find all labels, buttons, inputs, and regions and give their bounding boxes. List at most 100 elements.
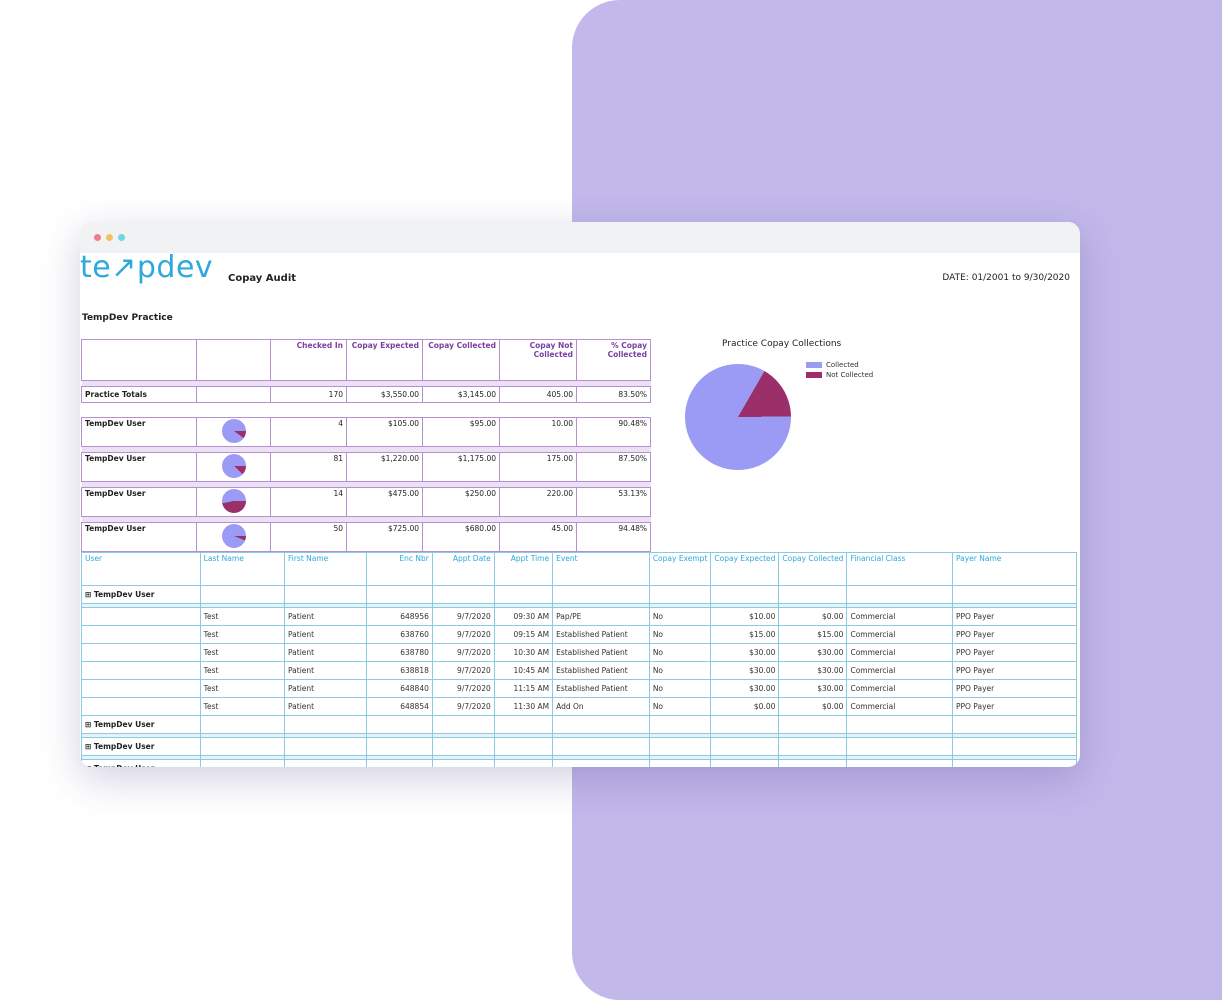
detail-cell: Established Patient	[552, 661, 650, 680]
detail-header[interactable]: First Name	[283, 552, 367, 586]
expand-toggle-icon[interactable]: ⊞	[85, 742, 94, 751]
detail-header-row: User Last Name First Name Enc Nbr Appt Date A…	[81, 552, 1078, 586]
detail-cell: 9/7/2020	[431, 697, 495, 716]
detail-header[interactable]: Appt Date	[431, 552, 495, 586]
expand-toggle-icon[interactable]: ⊞	[85, 720, 94, 729]
report-content: te↗pdev Copay Audit DATE: 01/2001 to 9/3…	[80, 250, 1080, 767]
user-pct: 90.48%	[576, 417, 651, 447]
user-summary-row[interactable]: TempDev User 81 $1,220.00 $1,175.00 175.…	[81, 452, 651, 482]
user-expected: $105.00	[346, 417, 423, 447]
detail-cell: No	[648, 607, 712, 626]
detail-cell: 648956	[365, 607, 433, 626]
practice-name: TempDev Practice	[82, 313, 173, 323]
detail-row[interactable]: Test Patient 648854 9/7/2020 11:30 AM Add On N…	[81, 697, 1078, 716]
maximize-dot-icon[interactable]	[118, 234, 125, 241]
user-checked-in: 4	[270, 417, 347, 447]
user-name: TempDev User	[81, 487, 197, 517]
detail-row[interactable]: Test Patient 638780 9/7/2020 10:30 AM Establi…	[81, 643, 1078, 662]
detail-header[interactable]: Event	[552, 552, 650, 586]
detail-cell: $0.00	[778, 697, 848, 716]
expand-toggle-icon[interactable]: ⊞	[85, 764, 94, 767]
detail-cell: Commercial	[846, 697, 953, 716]
detail-header[interactable]: Financial Class	[846, 552, 953, 586]
summary-header: Checked In	[270, 339, 347, 381]
detail-cell: 9/7/2020	[431, 625, 495, 644]
user-mini-pie	[221, 419, 246, 443]
detail-row[interactable]: Test Patient 638818 9/7/2020 10:45 AM Establi…	[81, 661, 1078, 680]
practice-totals-row: Practice Totals 170 $3,550.00 $3,145.00 …	[81, 386, 651, 403]
detail-table: User Last Name First Name Enc Nbr Appt Date A…	[81, 552, 1078, 767]
detail-cell: $30.00	[778, 661, 848, 680]
detail-header[interactable]: User	[81, 552, 201, 586]
detail-cell: Test	[199, 625, 285, 644]
detail-row[interactable]: Test Patient 648956 9/7/2020 09:30 AM Pap/PE N…	[81, 607, 1078, 626]
detail-cell: 11:15 AM	[493, 679, 554, 698]
user-expected: $475.00	[346, 487, 423, 517]
legend-swatch-collected	[806, 362, 822, 368]
summary-header-row: Checked In Copay Expected Copay Collecte…	[81, 339, 651, 381]
window-titlebar	[80, 222, 1080, 253]
detail-cell: Patient	[283, 643, 367, 662]
detail-cell: PPO Payer	[951, 679, 1078, 698]
user-checked-in: 50	[270, 522, 347, 552]
detail-cell: $0.00	[710, 697, 780, 716]
user-summary-row[interactable]: TempDev User 50 $725.00 $680.00 45.00 94…	[81, 522, 651, 552]
detail-header[interactable]: Appt Time	[493, 552, 554, 586]
detail-cell: PPO Payer	[951, 607, 1078, 626]
user-not-collected: 10.00	[499, 417, 577, 447]
detail-cell: Commercial	[846, 607, 953, 626]
summary-header: Copay Not Collected	[499, 339, 577, 381]
detail-header[interactable]: Copay Collected	[778, 552, 848, 586]
close-dot-icon[interactable]	[94, 234, 101, 241]
detail-cell: PPO Payer	[951, 697, 1078, 716]
detail-row[interactable]: Test Patient 648840 9/7/2020 11:15 AM Establi…	[81, 679, 1078, 698]
totals-label: Practice Totals	[81, 386, 197, 403]
detail-header[interactable]: Last Name	[199, 552, 285, 586]
detail-cell: Add On	[552, 697, 650, 716]
report-title: Copay Audit	[228, 273, 297, 284]
detail-cell: 648854	[365, 697, 433, 716]
user-pct: 94.48%	[576, 522, 651, 552]
user-name: TempDev User	[81, 452, 197, 482]
detail-header[interactable]: Payer Name	[951, 552, 1078, 586]
user-checked-in: 14	[270, 487, 347, 517]
detail-cell: 9/7/2020	[431, 643, 495, 662]
detail-cell: $0.00	[778, 607, 848, 626]
user-summary-row[interactable]: TempDev User 4 $105.00 $95.00 10.00 90.4…	[81, 417, 651, 447]
detail-cell: Test	[199, 697, 285, 716]
detail-cell: Commercial	[846, 661, 953, 680]
legend-label: Collected	[826, 361, 859, 369]
detail-cell: Commercial	[846, 625, 953, 644]
user-summary-row[interactable]: TempDev User 14 $475.00 $250.00 220.00 5…	[81, 487, 651, 517]
user-checked-in: 81	[270, 452, 347, 482]
user-not-collected: 45.00	[499, 522, 577, 552]
detail-cell: No	[648, 679, 712, 698]
detail-header[interactable]: Enc Nbr	[365, 552, 433, 586]
user-group-row[interactable]: ⊞ TempDev User	[81, 759, 1078, 767]
detail-header[interactable]: Copay Expected	[710, 552, 780, 586]
detail-cell: 09:30 AM	[493, 607, 554, 626]
user-group-row[interactable]: ⊞ TempDev User	[81, 737, 1078, 756]
detail-row[interactable]: Test Patient 638760 9/7/2020 09:15 AM Establi…	[81, 625, 1078, 644]
detail-cell: Commercial	[846, 679, 953, 698]
detail-header[interactable]: Copay Exempt	[648, 552, 712, 586]
detail-cell: No	[648, 643, 712, 662]
detail-cell: 09:15 AM	[493, 625, 554, 644]
detail-cell: PPO Payer	[951, 625, 1078, 644]
user-collected: $95.00	[422, 417, 500, 447]
minimize-dot-icon[interactable]	[106, 234, 113, 241]
user-group-row[interactable]: ⊞ TempDev User	[81, 715, 1078, 734]
report-window: te↗pdev Copay Audit DATE: 01/2001 to 9/3…	[80, 222, 1080, 767]
expand-toggle-icon[interactable]: ⊞	[85, 590, 94, 599]
user-mini-pie	[221, 489, 246, 513]
user-mini-pie	[221, 524, 246, 548]
user-not-collected: 220.00	[499, 487, 577, 517]
detail-cell: Commercial	[846, 643, 953, 662]
user-pct: 87.50%	[576, 452, 651, 482]
detail-cell: Test	[199, 607, 285, 626]
detail-cell: Test	[199, 643, 285, 662]
detail-cell: Patient	[283, 625, 367, 644]
detail-cell: $30.00	[710, 643, 780, 662]
user-group-row[interactable]: ⊞ TempDev User	[81, 585, 1078, 604]
totals-pct: 83.50%	[576, 386, 651, 403]
